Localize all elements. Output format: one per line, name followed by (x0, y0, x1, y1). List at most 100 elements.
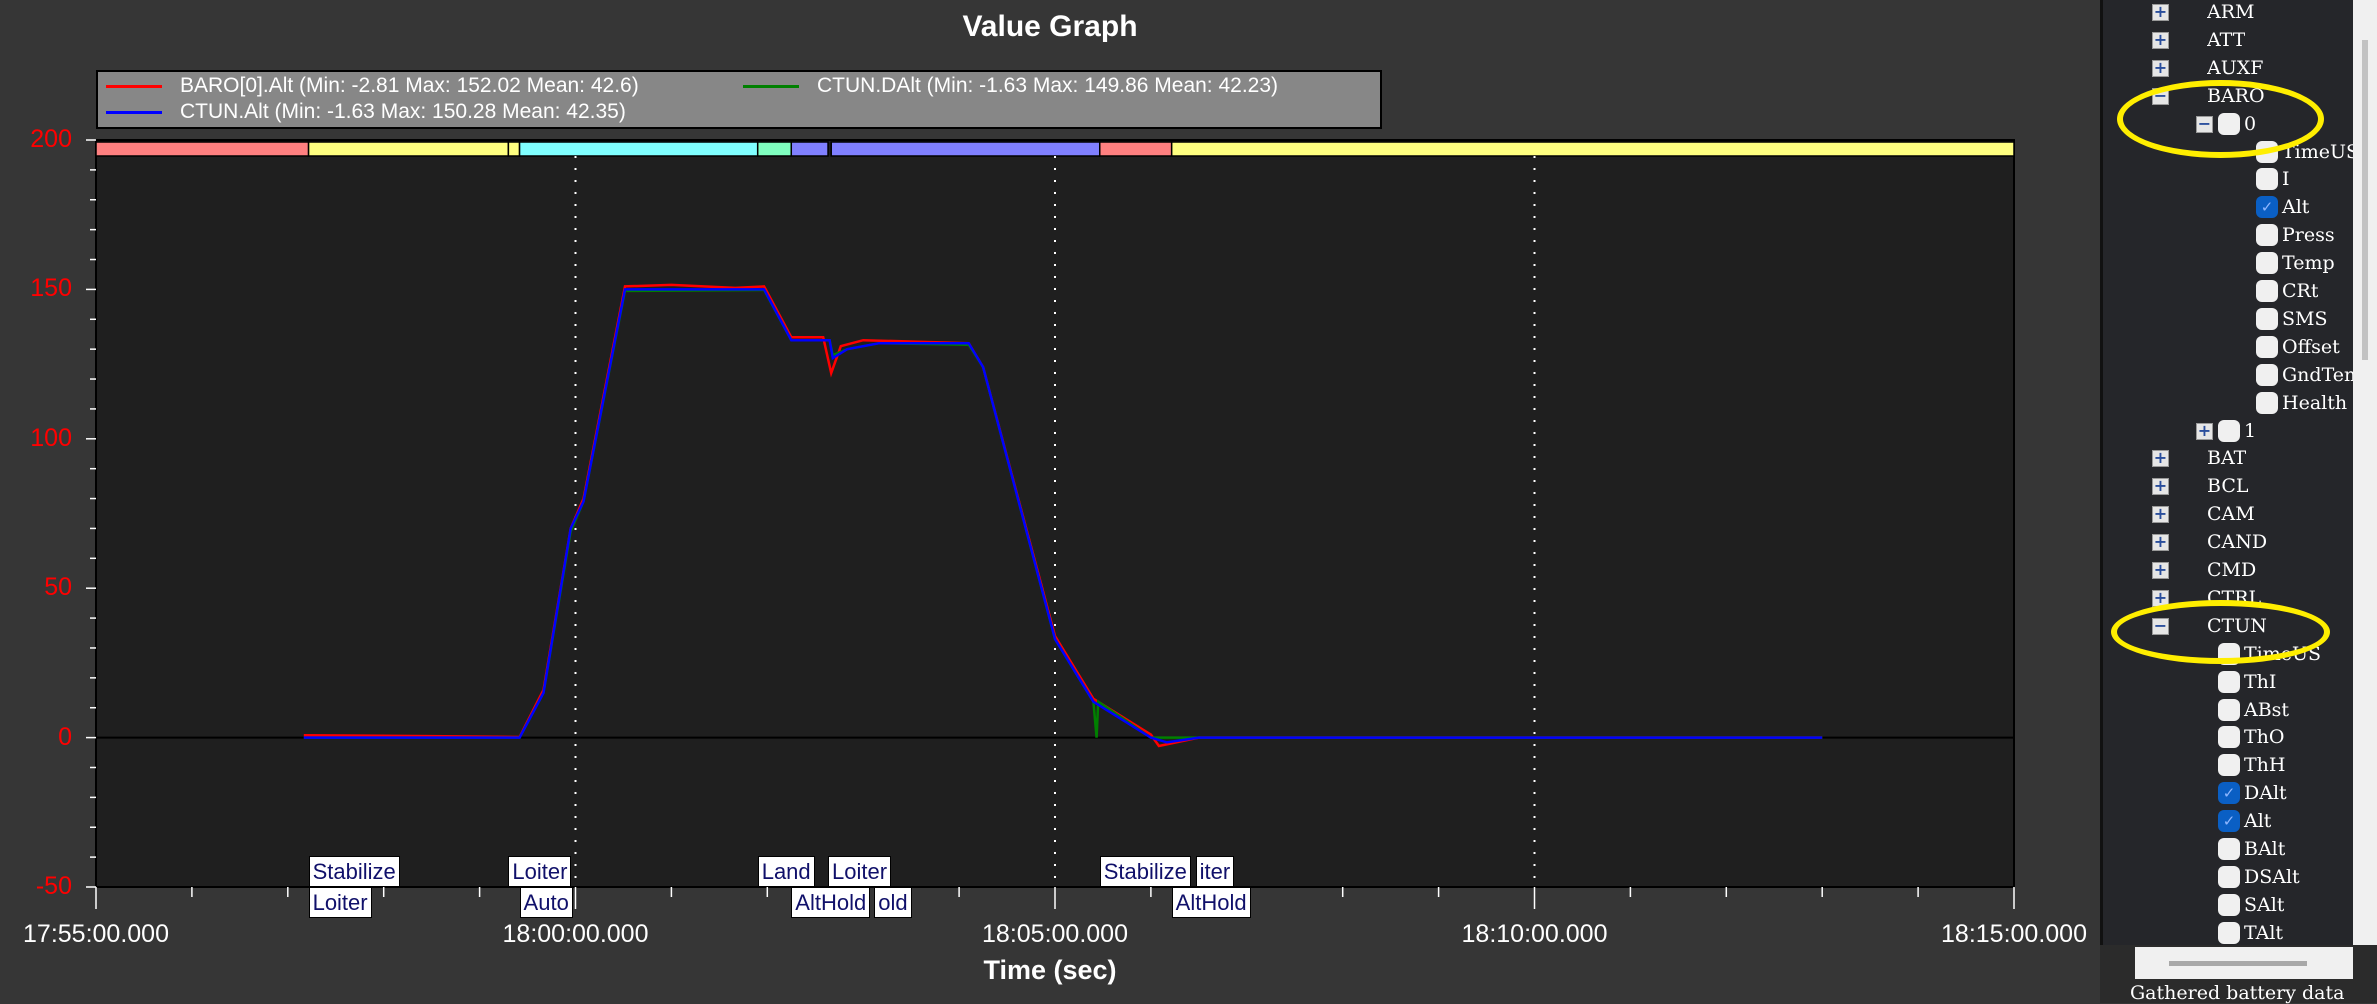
tree-node[interactable]: Press (2256, 221, 2335, 249)
legend-entry-ctun-dalt[interactable]: CTUN.DAlt (Min: -1.63 Max: 149.86 Mean: … (743, 74, 1278, 98)
y-tick-label: 50 (44, 573, 72, 602)
tree-node[interactable]: AUXF (2207, 54, 2263, 82)
expand-icon[interactable]: + (2152, 560, 2169, 579)
checkbox[interactable]: ✓ (2256, 196, 2278, 219)
flight-mode-label: Auto (519, 887, 573, 918)
tree-node[interactable]: ABst (2218, 696, 2289, 724)
checkbox[interactable] (2256, 363, 2278, 386)
tree-node[interactable]: ✓ DAlt (2218, 779, 2287, 807)
tree-node-label: Press (2282, 224, 2335, 247)
checkbox[interactable] (2256, 391, 2278, 414)
tree-node[interactable]: DSAlt (2218, 863, 2300, 891)
expand-icon[interactable]: + (2152, 532, 2169, 552)
tree-node[interactable]: ✓ Alt (2256, 193, 2309, 221)
tree-node-label: ThI (2244, 670, 2277, 693)
x-tick-label: 18:15:00.000 (1941, 920, 2087, 948)
tree-vertical-scroll-thumb[interactable] (2362, 40, 2368, 360)
checkbox[interactable] (2256, 252, 2278, 275)
checkbox[interactable] (2218, 726, 2240, 749)
checkbox[interactable] (2218, 865, 2240, 888)
legend-entry-baro-alt[interactable]: BARO[0].Alt (Min: -2.81 Max: 152.02 Mean… (106, 74, 639, 98)
tree-node[interactable]: GndTemp (2256, 361, 2353, 389)
tree-node[interactable]: ✓ Alt (2218, 807, 2271, 835)
x-tick-label: 18:10:00.000 (1461, 920, 1608, 948)
mode-bar-segment (1170, 141, 2015, 157)
checkbox[interactable] (2218, 698, 2240, 721)
tree-node-label: TimeUS (2282, 140, 2353, 163)
tree-node[interactable]: CAM (2207, 500, 2255, 528)
legend-entry-ctun-alt[interactable]: CTUN.Alt (Min: -1.63 Max: 150.28 Mean: 4… (106, 100, 626, 124)
tree-node-label: BAT (2207, 447, 2247, 470)
tree-node[interactable]: ThO (2218, 723, 2285, 751)
tree-node[interactable]: TAlt (2218, 919, 2283, 947)
flight-mode-label: Land (757, 856, 815, 887)
expand-icon[interactable]: + (2152, 476, 2169, 496)
tree-node[interactable]: ARM (2207, 0, 2254, 26)
tree-horizontal-scroll-thumb[interactable] (2169, 961, 2307, 966)
checkbox[interactable]: ✓ (2218, 810, 2240, 833)
checkbox[interactable] (2218, 838, 2240, 860)
mode-bar-segment (756, 141, 793, 157)
y-tick-label: 100 (30, 423, 72, 452)
tree-node[interactable]: Offset (2256, 333, 2340, 361)
y-tick-label: -50 (35, 872, 72, 900)
checkbox[interactable] (2256, 280, 2278, 302)
tree-node[interactable]: ThH (2218, 751, 2285, 779)
tree-node[interactable]: BAlt (2218, 835, 2285, 863)
expand-icon[interactable]: + (2152, 448, 2169, 468)
tree-node[interactable]: CAND (2207, 528, 2267, 556)
tree-node-label: CAND (2207, 531, 2268, 554)
tree-node-label: ThH (2244, 754, 2286, 777)
checkbox[interactable] (2218, 893, 2240, 916)
tree-node[interactable]: 1 (2218, 417, 2256, 445)
checkbox[interactable] (2218, 419, 2240, 442)
tree-node[interactable]: Temp (2256, 249, 2335, 277)
expand-icon[interactable]: + (2152, 29, 2169, 49)
expand-icon[interactable]: + (2196, 420, 2213, 440)
tree-node[interactable]: CRt (2256, 277, 2318, 305)
tree-node[interactable]: SAlt (2218, 891, 2284, 919)
tree-node-label: ABst (2244, 698, 2290, 721)
x-tick-label: 18:05:00.000 (982, 920, 1128, 948)
y-tick-label: 150 (30, 274, 72, 303)
tree-node[interactable]: CMD (2207, 556, 2256, 584)
tree-node[interactable]: BCL (2207, 472, 2248, 500)
expand-icon[interactable]: + (2152, 57, 2169, 77)
tree-node-label: Offset (2282, 335, 2340, 358)
tree-node[interactable]: I (2256, 165, 2290, 193)
checkbox[interactable] (2218, 921, 2240, 944)
checkbox[interactable]: ✓ (2218, 782, 2240, 805)
value-graph-chart[interactable] (0, 0, 2100, 1003)
tree-node-label: Temp (2282, 252, 2335, 275)
chart-legend: BARO[0].Alt (Min: -2.81 Max: 152.02 Mean… (96, 70, 1382, 129)
tree-node-label: CRt (2282, 280, 2319, 302)
tree-node[interactable]: BAT (2207, 444, 2246, 472)
checkbox[interactable] (2256, 307, 2278, 330)
mode-bar-segment (1099, 141, 1173, 157)
tree-node[interactable]: ThI (2218, 668, 2276, 696)
tree-node[interactable]: Health (2256, 389, 2347, 417)
flight-mode-label: Loiter (308, 887, 372, 918)
graph-title: Value Graph (962, 10, 1138, 43)
tree-node-label: DAlt (2244, 782, 2287, 805)
mode-bar-segment (95, 141, 310, 157)
checkbox[interactable] (2218, 754, 2240, 777)
status-text: Gathered battery data (2130, 982, 2345, 1004)
expand-icon[interactable]: + (2152, 504, 2169, 524)
tree-node[interactable]: SMS (2256, 305, 2328, 333)
tree-node-label: Health (2282, 391, 2348, 414)
tree-node-label: CAM (2207, 503, 2255, 526)
checkbox[interactable] (2218, 670, 2240, 693)
tree-node-label: GndTemp (2282, 363, 2353, 386)
checkbox[interactable] (2256, 224, 2278, 247)
tree-node-label: Alt (2244, 810, 2272, 833)
tree-node-label: SMS (2282, 307, 2328, 330)
legend-swatch (106, 110, 162, 114)
tree-node[interactable]: ATT (2207, 26, 2245, 54)
checkbox[interactable] (2256, 168, 2278, 191)
expand-icon[interactable]: + (2152, 587, 2169, 607)
expand-icon[interactable]: + (2152, 2, 2169, 21)
checkbox[interactable] (2256, 335, 2278, 358)
flight-mode-label: AltHold (791, 887, 871, 918)
flight-mode-label: AltHold (1171, 887, 1251, 918)
